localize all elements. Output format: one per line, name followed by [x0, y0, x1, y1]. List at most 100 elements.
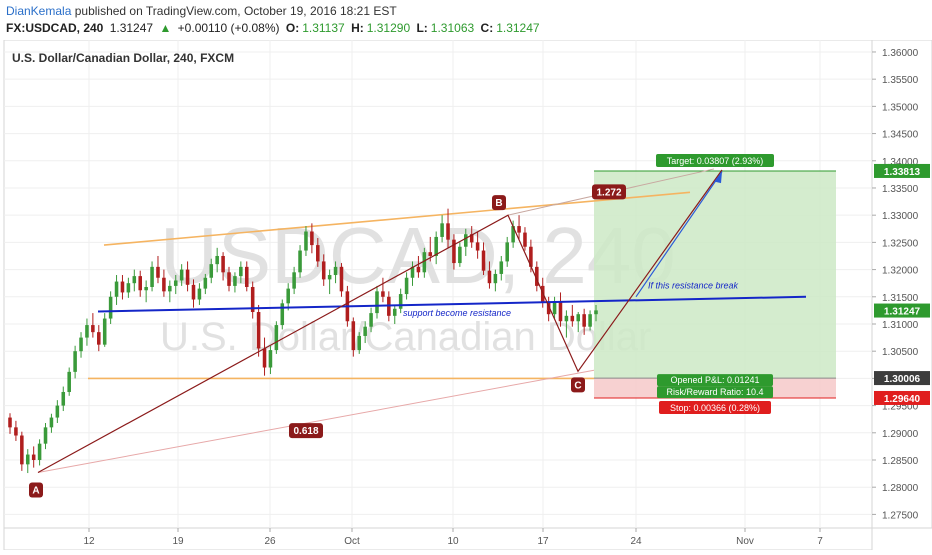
pattern-point-b-badge: [492, 195, 506, 211]
candle-body: [8, 417, 12, 428]
pnl-label-box: [657, 374, 773, 387]
symbol-label[interactable]: FX:USDCAD, 240: [6, 21, 104, 35]
candle-body: [487, 270, 492, 284]
annotation-breakout: If this resistance break: [648, 281, 739, 291]
pattern-point-b-label: B: [495, 198, 502, 209]
target-label: Target: 0.03807 (2.93%): [667, 156, 764, 166]
price-tick-label: 1.27500: [882, 510, 919, 521]
candle-body: [298, 250, 302, 273]
candle-body: [304, 231, 308, 251]
author-link[interactable]: DianKemala: [6, 4, 72, 18]
price-tick-label: 1.29000: [882, 429, 919, 440]
time-tick-label: 17: [537, 536, 549, 547]
stop-label: Stop: 0.00366 (0.28%): [670, 403, 760, 413]
time-tick-label: 24: [630, 536, 642, 547]
annotation-support-resistance: support become resistance: [403, 308, 511, 318]
time-tick-label: 19: [172, 536, 184, 547]
candle-body: [67, 371, 71, 392]
candle-body: [179, 269, 184, 281]
resistance-line: [97, 295, 807, 313]
candle-body: [168, 285, 172, 292]
publish-info: DianKemala published on TradingView.com,…: [6, 4, 397, 18]
price-chart[interactable]: USDCAD, 240 U.S. Dollar/Canadian Dollar …: [0, 39, 932, 551]
candle-body: [464, 234, 468, 247]
candle-body: [162, 277, 166, 292]
candle-body: [97, 332, 101, 345]
candle-body: [351, 321, 356, 351]
candle-body: [505, 242, 509, 262]
price-tick-label: 1.34000: [882, 157, 919, 168]
price-tick-label: 1.32000: [882, 266, 919, 277]
price-scale[interactable]: [871, 39, 932, 529]
candle-body: [262, 348, 267, 368]
candle-body: [570, 315, 575, 322]
chart-frame: USDCAD, 240 U.S. Dollar/Canadian Dollar …: [0, 39, 932, 551]
candle-body: [256, 312, 261, 349]
candle-body: [333, 266, 338, 276]
candle-body: [434, 236, 438, 256]
rr-label: Risk/Reward Ratio: 10.4: [666, 387, 763, 397]
close-label: C:: [480, 21, 494, 35]
candle-body: [292, 272, 296, 289]
candle-body: [321, 261, 326, 280]
candle-body: [529, 246, 533, 267]
candle-body: [85, 325, 89, 338]
candle-body: [446, 223, 450, 240]
time-tick-label: Nov: [736, 536, 754, 547]
candle-body: [582, 314, 586, 327]
price-tick-label: 1.30500: [882, 347, 919, 358]
price-tick-label: 1.35000: [882, 102, 919, 113]
candle-body: [357, 335, 362, 351]
rr-label-box: [657, 386, 773, 399]
candle-body: [156, 266, 160, 278]
candle-body: [392, 308, 397, 316]
price-flag-label: 1.31247: [884, 307, 921, 318]
candle-body: [564, 315, 569, 322]
candle-body: [126, 283, 131, 293]
chart-title: U.S. Dollar/Canadian Dollar, 240, FXCM: [12, 51, 234, 65]
price-flag-label: 1.29640: [884, 394, 921, 405]
price-flag-label: 1.30006: [884, 374, 921, 385]
candle-body: [102, 318, 107, 345]
price-flag: [874, 371, 930, 386]
candle-body: [452, 239, 456, 264]
time-tick-label: 26: [264, 536, 276, 547]
candle-body: [481, 250, 486, 271]
price-flag: [874, 390, 930, 405]
high-label: H:: [351, 21, 364, 35]
price-tick-label: 1.29500: [882, 402, 919, 413]
candle-body: [197, 288, 202, 300]
close-value: 1.31247: [496, 21, 540, 35]
candle-body: [363, 326, 367, 336]
candle-body: [286, 288, 290, 304]
candle-body: [404, 277, 409, 295]
candle-body: [517, 226, 521, 233]
candle-body: [55, 405, 60, 418]
fib-badge: [592, 184, 626, 200]
price-tick-label: 1.28000: [882, 483, 919, 494]
upper-channel-line: [103, 191, 691, 246]
candle-body: [108, 296, 113, 319]
high-value: 1.31290: [366, 21, 411, 35]
position-zones: [594, 170, 836, 399]
candle-body: [132, 276, 137, 284]
candle-body: [499, 261, 504, 274]
fib-label: 0.618: [293, 426, 318, 437]
published-text: published on TradingView.com, October 19…: [74, 4, 397, 18]
candle-body: [280, 303, 285, 326]
candle-body: [440, 223, 444, 237]
time-tick-label: 12: [83, 536, 95, 547]
pattern-point-a-label: A: [32, 486, 39, 497]
candle-body: [535, 266, 539, 286]
candle-body: [244, 266, 249, 287]
candle-body: [552, 301, 557, 315]
candle-body: [61, 391, 66, 406]
candle-body: [511, 226, 515, 243]
candle-body: [310, 231, 314, 246]
candle-body: [215, 255, 219, 265]
price-tick-label: 1.28500: [882, 456, 919, 467]
candle-body: [422, 252, 427, 273]
candle-body: [49, 417, 54, 428]
candle-body: [316, 245, 320, 262]
candle-body: [369, 313, 373, 327]
